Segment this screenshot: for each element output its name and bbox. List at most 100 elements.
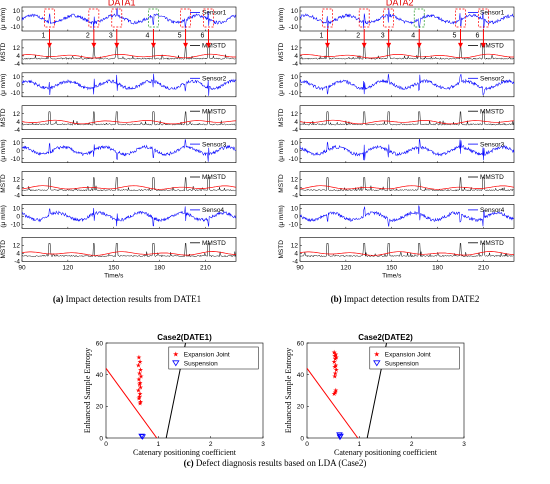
sensor-signal-line bbox=[21, 7, 237, 30]
mmstd-threshold-line bbox=[299, 185, 515, 190]
y-axis-label: (μ m/m) bbox=[278, 8, 285, 31]
subplot-frame bbox=[21, 204, 237, 229]
subplot-frame bbox=[21, 6, 237, 32]
y-tick-label: 10 bbox=[291, 74, 299, 81]
y-axis-label: (μ m/m) bbox=[278, 74, 285, 97]
x-tick-label: 90 bbox=[18, 264, 26, 271]
expansion-joint-point: ★ bbox=[137, 399, 143, 407]
legend-label: MMSTD bbox=[202, 108, 226, 115]
y-tick-label: -10 bbox=[289, 24, 299, 31]
impact-window-box bbox=[44, 8, 55, 28]
y-tick-label: 20 bbox=[96, 404, 104, 411]
mmstd-threshold-line bbox=[21, 119, 237, 125]
panel-caption: (c) Defect diagnosis results based on LD… bbox=[184, 458, 367, 468]
y-tick-label: -4 bbox=[14, 193, 20, 200]
y-tick-label: -4 bbox=[292, 259, 298, 266]
impact-number-label: 3 bbox=[381, 33, 385, 40]
y-tick-label: 10 bbox=[291, 206, 299, 213]
x-tick-label: 2 bbox=[209, 441, 213, 448]
y-tick-label: 20 bbox=[297, 404, 305, 411]
impact-arrow-head bbox=[361, 42, 367, 48]
y-axis-label: MSTD bbox=[0, 108, 7, 127]
y-tick-label: 4 bbox=[16, 53, 20, 60]
mstd-signal-line bbox=[21, 177, 236, 192]
impact-window-box bbox=[203, 8, 214, 28]
y-tick-label: 0 bbox=[16, 214, 20, 221]
y-axis-label: (μ m/m) bbox=[0, 139, 7, 162]
impact-arrow-head bbox=[150, 42, 156, 48]
impact-arrow-head bbox=[47, 42, 53, 48]
impact-number-label: 6 bbox=[475, 33, 479, 40]
impact-arrow-head bbox=[416, 42, 422, 48]
y-axis-label: (μ m/m) bbox=[278, 205, 285, 228]
legend-label: MMSTD bbox=[480, 43, 504, 50]
mstd-subplot: 124-4 MSTD MMSTD bbox=[0, 39, 237, 68]
y-tick-label: -4 bbox=[14, 61, 20, 68]
mstd-subplot: 124-4 MSTD MMSTD 90 120 150 180 210 Time/s bbox=[0, 237, 237, 279]
chart-title: Case2(DATE2) bbox=[358, 333, 413, 342]
y-tick-label: 10 bbox=[13, 206, 21, 213]
y-tick-label: -4 bbox=[292, 61, 298, 68]
expansion-joint-point: ★ bbox=[331, 390, 337, 398]
y-axis-label: MSTD bbox=[278, 108, 285, 127]
impact-window-box bbox=[455, 8, 466, 28]
expansion-joint-point: ★ bbox=[332, 369, 338, 377]
y-tick-label: 12 bbox=[291, 45, 299, 52]
mstd-signal-line bbox=[299, 45, 514, 61]
impact-number-label: 4 bbox=[146, 33, 150, 40]
lda-scatter-panel: Case2(DATE1) 0 1 2 3 0 20 40 60 Catenary position… bbox=[83, 333, 265, 457]
legend-label: Expansion Joint bbox=[385, 351, 431, 358]
x-tick-label: 1 bbox=[358, 441, 362, 448]
impact-number-label: 5 bbox=[178, 33, 182, 40]
expansion-joint-point: ★ bbox=[331, 349, 337, 357]
expansion-joint-point: ★ bbox=[136, 387, 142, 395]
legend-star-icon: ★ bbox=[173, 350, 179, 358]
y-tick-label: 4 bbox=[16, 185, 20, 192]
y-tick-label: 0 bbox=[294, 82, 298, 89]
x-tick-label: 120 bbox=[340, 264, 351, 271]
impact-window-box bbox=[358, 8, 370, 28]
y-tick-label: 12 bbox=[13, 111, 21, 118]
x-tick-label: 180 bbox=[154, 264, 165, 271]
panel-caption: (b) Impact detection results from DATE2 bbox=[331, 294, 480, 304]
y-tick-label: 12 bbox=[13, 177, 21, 184]
y-axis-label: MSTD bbox=[278, 174, 285, 193]
expansion-joint-point: ★ bbox=[333, 366, 339, 374]
y-tick-label: -10 bbox=[11, 156, 21, 163]
y-tick-label: 10 bbox=[291, 8, 299, 15]
y-axis-label: (μ m/m) bbox=[0, 205, 7, 228]
y-tick-label: 10 bbox=[291, 140, 299, 147]
expansion-joint-point: ★ bbox=[136, 361, 142, 369]
y-tick-label: -10 bbox=[289, 156, 299, 163]
expansion-joint-point: ★ bbox=[138, 366, 144, 374]
impact-arrow-head bbox=[91, 42, 97, 48]
caption-text: Impact detection results from DATE2 bbox=[342, 294, 480, 304]
x-tick-label: 90 bbox=[296, 264, 304, 271]
mmstd-threshold-line bbox=[299, 53, 514, 59]
mmstd-threshold-line bbox=[299, 119, 515, 125]
suspension-point bbox=[138, 433, 145, 440]
expansion-joint-point: ★ bbox=[137, 380, 143, 388]
legend-label: MMSTD bbox=[480, 108, 504, 115]
mstd-signal-line bbox=[299, 243, 514, 258]
legend-label: Sensor1 bbox=[202, 10, 227, 17]
suspension-point bbox=[336, 434, 344, 441]
y-tick-label: -10 bbox=[11, 90, 21, 97]
mstd-signal-line bbox=[21, 45, 236, 60]
y-tick-label: 0 bbox=[294, 16, 298, 23]
y-tick-label: 4 bbox=[294, 119, 298, 126]
x-tick-label: 210 bbox=[478, 264, 489, 271]
subplot-frame bbox=[21, 237, 237, 262]
y-tick-label: 10 bbox=[13, 140, 21, 147]
impact-window-box bbox=[322, 8, 333, 28]
caption-letter: (a) bbox=[53, 294, 64, 304]
legend-label: Suspension bbox=[184, 360, 218, 367]
y-tick-label: 12 bbox=[13, 243, 21, 250]
y-tick-label: 4 bbox=[294, 185, 298, 192]
expansion-joint-point: ★ bbox=[331, 358, 337, 366]
legend-label: Sensor2 bbox=[202, 76, 227, 83]
y-tick-label: -10 bbox=[11, 222, 21, 229]
subplot-frame bbox=[299, 237, 515, 262]
legend-label: MMSTD bbox=[202, 240, 226, 247]
y-axis-label: MSTD bbox=[278, 42, 285, 61]
